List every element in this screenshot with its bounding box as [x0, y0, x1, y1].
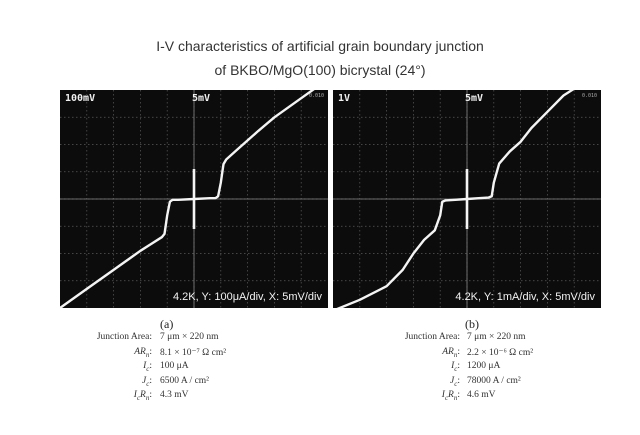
parameter-name: ARn:	[134, 346, 152, 359]
grid	[333, 90, 601, 308]
oscilloscope-screen-a: 100mV 5mV 0.010 4.2K, Y: 100μA/div, X: 5…	[60, 90, 328, 308]
chart-title-line-1: I-V characteristics of artificial grain …	[156, 38, 484, 54]
iv-plot-a	[60, 90, 328, 308]
parameter-name: IcRn:	[133, 390, 152, 402]
parameter-value: 7 μm × 220 nm	[160, 332, 219, 342]
parameter-value: 7 μm × 220 nm	[467, 332, 526, 342]
chart-title-line-2: of BKBO/MgO(100) bicrystal (24°)	[214, 62, 426, 78]
parameter-value: 4.3 mV	[160, 390, 189, 400]
parameter-name: Ic:	[143, 361, 152, 373]
panel-label-a: (a)	[160, 317, 174, 331]
screen-a-conditions: 4.2K, Y: 100μA/div, X: 5mV/div	[172, 291, 322, 303]
parameter-name: Junction Area:	[96, 332, 152, 342]
parameter-value: 4.6 mV	[467, 390, 496, 400]
parameter-name: ARn:	[442, 346, 460, 359]
grid	[60, 90, 328, 308]
parameter-value: 8.1 × 10⁻⁷ Ω cm²	[160, 347, 227, 358]
parameter-name: Junction Area:	[404, 332, 460, 342]
parameter-name: Ic:	[451, 361, 460, 373]
parameter-value: 2.2 × 10⁻⁶ Ω cm²	[467, 347, 534, 358]
iv-trace-a	[60, 90, 315, 308]
iv-plot-b	[333, 90, 601, 308]
parameter-name: Jc:	[450, 375, 460, 388]
screen-b-conditions: 4.2K, Y: 1mA/div, X: 5mV/div	[455, 291, 595, 303]
parameter-value: 1200 μA	[467, 361, 501, 371]
panel-label-b: (b)	[465, 317, 479, 331]
parameter-value: 100 μA	[160, 361, 189, 371]
parameter-name: Jc:	[142, 375, 152, 388]
parameter-value: 78000 A / cm²	[467, 375, 521, 386]
screen-b-channel-scale: 1V	[338, 93, 351, 104]
screen-a-corner-readout: 0.010	[308, 93, 324, 99]
parameter-value: 6500 A / cm²	[160, 375, 210, 386]
screen-a-channel-scale: 100mV	[65, 93, 96, 104]
screen-a-x-scale: 5mV	[192, 93, 211, 104]
oscilloscope-screen-b: 1V 5mV 0.010 4.2K, Y: 1mA/div, X: 5mV/di…	[333, 90, 601, 308]
screen-b-x-scale: 5mV	[465, 93, 484, 104]
screen-b-corner-readout: 0.010	[581, 93, 597, 99]
parameter-name: IcRn:	[441, 390, 460, 402]
